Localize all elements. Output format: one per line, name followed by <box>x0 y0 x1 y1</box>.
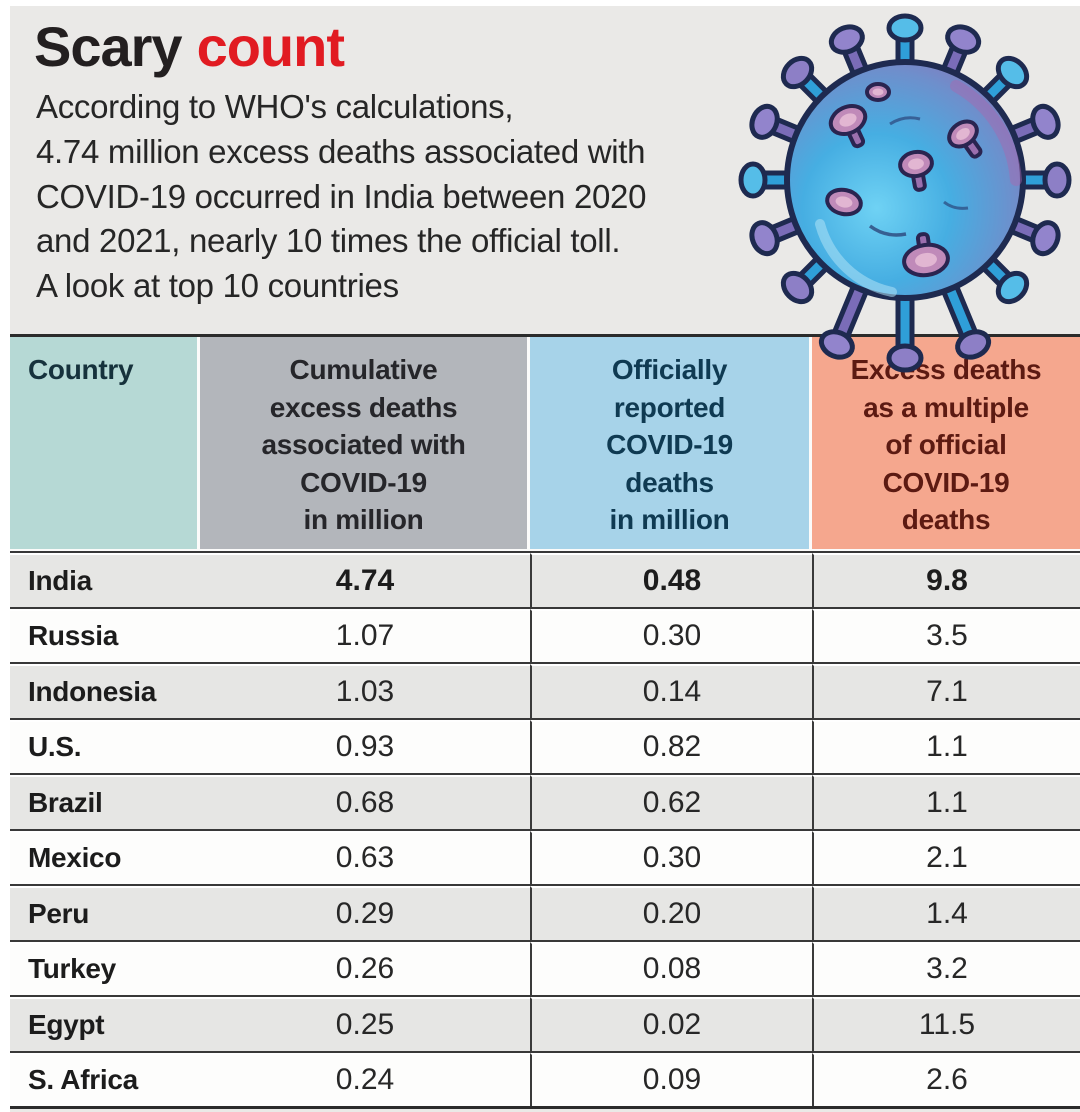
excess-deaths-cell: 0.24 <box>200 1052 530 1107</box>
title-word-black: Scary <box>34 15 183 78</box>
multiple-cell: 3.2 <box>812 941 1080 995</box>
multiple-cell: 7.1 <box>812 664 1080 718</box>
official-deaths-cell: 0.02 <box>530 997 812 1051</box>
infographic-panel: Scary count According to WHO's calculatio… <box>10 6 1080 1112</box>
official-deaths-cell: 0.09 <box>530 1052 812 1106</box>
title-word-red: count <box>196 15 345 78</box>
data-table: Country Cumulative excess deaths associa… <box>10 334 1080 1109</box>
column-header-official-deaths: Officially reported COVID-19 deaths in m… <box>530 337 812 549</box>
country-cell: U.S. <box>10 719 200 774</box>
table-body: India 4.74 0.48 9.8 Russia 1.07 0.30 3.5 Indones… <box>10 551 1080 1106</box>
multiple-cell: 9.8 <box>812 553 1080 607</box>
table-row: Russia 1.07 0.30 3.5 <box>10 606 1080 663</box>
country-cell: Brazil <box>10 775 200 829</box>
multiple-cell: 11.5 <box>812 997 1080 1051</box>
multiple-cell: 1.1 <box>812 775 1080 829</box>
country-cell: Russia <box>10 608 200 663</box>
country-cell: Turkey <box>10 941 200 996</box>
table-row: India 4.74 0.48 9.8 <box>10 551 1080 607</box>
country-cell: India <box>10 553 200 607</box>
official-deaths-cell: 0.30 <box>530 608 812 662</box>
country-cell: S. Africa <box>10 1052 200 1107</box>
excess-deaths-cell: 1.07 <box>200 608 530 663</box>
official-deaths-cell: 0.82 <box>530 719 812 773</box>
multiple-cell: 2.6 <box>812 1052 1080 1106</box>
official-deaths-cell: 0.48 <box>530 553 812 607</box>
column-header-excess-deaths: Cumulative excess deaths associated with… <box>200 337 530 549</box>
official-deaths-cell: 0.62 <box>530 775 812 829</box>
table-row: Turkey 0.26 0.08 3.2 <box>10 939 1080 996</box>
multiple-cell: 2.1 <box>812 830 1080 884</box>
table-row: U.S. 0.93 0.82 1.1 <box>10 717 1080 774</box>
official-deaths-cell: 0.08 <box>530 941 812 995</box>
table-header-row: Country Cumulative excess deaths associa… <box>10 337 1080 549</box>
table-row: S. Africa 0.24 0.09 2.6 <box>10 1050 1080 1107</box>
excess-deaths-cell: 1.03 <box>200 664 530 718</box>
official-deaths-cell: 0.20 <box>530 886 812 940</box>
official-deaths-cell: 0.14 <box>530 664 812 718</box>
excess-deaths-cell: 4.74 <box>200 553 530 607</box>
excess-deaths-cell: 0.29 <box>200 886 530 940</box>
country-cell: Egypt <box>10 997 200 1051</box>
subtitle-text: According to WHO's calculations, 4.74 mi… <box>36 87 647 305</box>
column-header-country: Country <box>10 337 200 549</box>
excess-deaths-cell: 0.25 <box>200 997 530 1051</box>
excess-deaths-cell: 0.26 <box>200 941 530 996</box>
excess-deaths-cell: 0.68 <box>200 775 530 829</box>
country-cell: Indonesia <box>10 664 200 718</box>
page-title: Scary count <box>10 6 1080 77</box>
multiple-cell: 3.5 <box>812 608 1080 662</box>
official-deaths-cell: 0.30 <box>530 830 812 884</box>
table-row: Indonesia 1.03 0.14 7.1 <box>10 662 1080 718</box>
country-cell: Peru <box>10 886 200 940</box>
multiple-cell: 1.1 <box>812 719 1080 773</box>
column-header-multiple: Excess deaths as a multiple of official … <box>812 337 1080 549</box>
table-row: Peru 0.29 0.20 1.4 <box>10 884 1080 940</box>
table-row: Mexico 0.63 0.30 2.1 <box>10 828 1080 885</box>
multiple-cell: 1.4 <box>812 886 1080 940</box>
excess-deaths-cell: 0.93 <box>200 719 530 774</box>
table-row: Brazil 0.68 0.62 1.1 <box>10 773 1080 829</box>
excess-deaths-cell: 0.63 <box>200 830 530 885</box>
country-cell: Mexico <box>10 830 200 885</box>
table-row: Egypt 0.25 0.02 11.5 <box>10 995 1080 1051</box>
